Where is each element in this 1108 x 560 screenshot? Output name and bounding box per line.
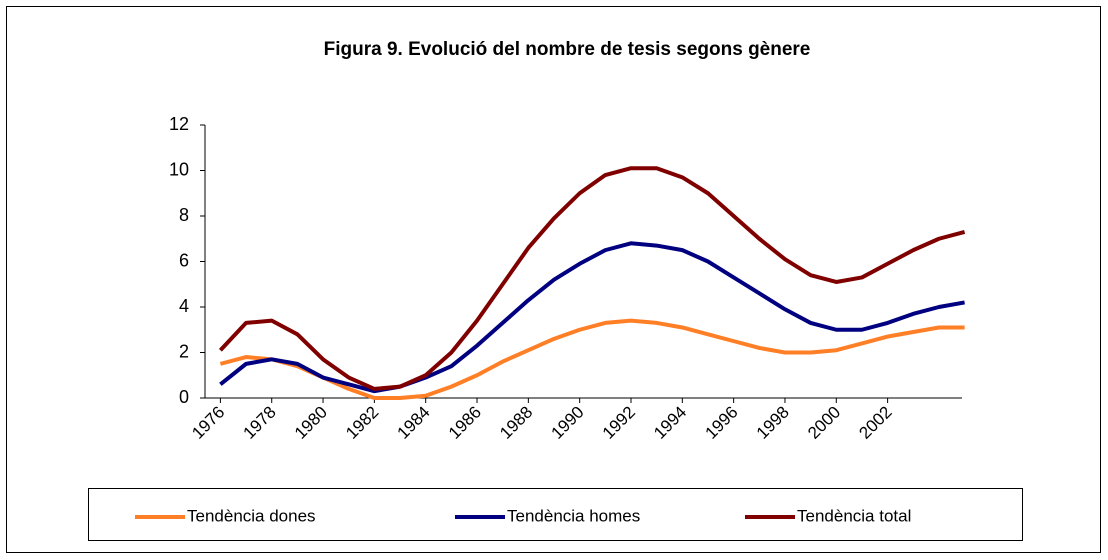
chart-title: Figura 9. Evolució del nombre de tesis s… [324,39,811,60]
legend-label: Tendència total [797,506,911,525]
y-tick-label: 12 [169,114,189,134]
y-tick-label: 8 [179,205,189,225]
y-tick-label: 0 [179,387,189,407]
y-tick-label: 2 [179,341,189,361]
y-tick-label: 6 [179,250,189,270]
series-line [219,241,965,394]
legend-box [88,488,1023,541]
legend-label: Tendència homes [507,506,640,525]
y-tick-label: 10 [169,159,189,179]
series-line [218,166,966,391]
y-tick-label: 4 [179,296,189,316]
series-line [219,318,965,400]
legend-label: Tendència dones [187,506,316,525]
